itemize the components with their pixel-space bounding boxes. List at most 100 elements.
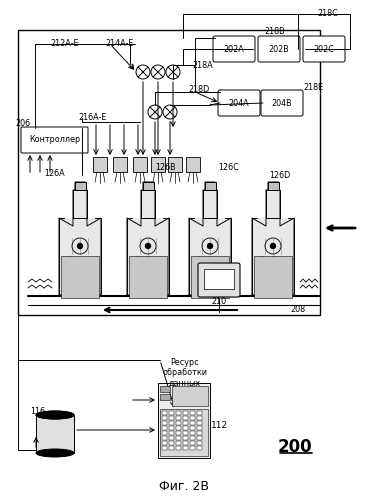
Text: 126C: 126C — [218, 164, 239, 172]
FancyBboxPatch shape — [176, 436, 181, 440]
FancyBboxPatch shape — [183, 446, 188, 450]
FancyBboxPatch shape — [205, 182, 216, 190]
FancyBboxPatch shape — [203, 190, 217, 218]
FancyBboxPatch shape — [162, 411, 167, 414]
FancyBboxPatch shape — [183, 411, 188, 414]
FancyBboxPatch shape — [197, 421, 202, 424]
FancyBboxPatch shape — [169, 421, 174, 424]
FancyBboxPatch shape — [176, 411, 181, 414]
FancyBboxPatch shape — [266, 190, 280, 218]
Circle shape — [77, 244, 83, 248]
FancyBboxPatch shape — [261, 90, 303, 116]
Text: 202B: 202B — [269, 44, 289, 54]
FancyBboxPatch shape — [169, 411, 174, 414]
FancyBboxPatch shape — [158, 383, 210, 458]
Text: 218B: 218B — [264, 26, 284, 36]
FancyBboxPatch shape — [169, 431, 174, 434]
FancyBboxPatch shape — [198, 263, 240, 297]
Text: 214A-E: 214A-E — [105, 40, 133, 48]
FancyBboxPatch shape — [190, 431, 195, 434]
FancyBboxPatch shape — [186, 157, 200, 172]
Text: Контроллер: Контроллер — [29, 136, 80, 144]
FancyBboxPatch shape — [190, 421, 195, 424]
FancyBboxPatch shape — [169, 436, 174, 440]
Text: 218D: 218D — [189, 84, 210, 94]
FancyBboxPatch shape — [197, 446, 202, 450]
Ellipse shape — [36, 411, 74, 419]
FancyBboxPatch shape — [268, 182, 279, 190]
Circle shape — [270, 244, 276, 248]
FancyBboxPatch shape — [197, 426, 202, 430]
Text: 200: 200 — [278, 438, 312, 456]
FancyBboxPatch shape — [21, 127, 88, 153]
Text: 206: 206 — [15, 118, 30, 128]
FancyBboxPatch shape — [183, 431, 188, 434]
FancyBboxPatch shape — [36, 415, 74, 453]
FancyBboxPatch shape — [113, 157, 127, 172]
FancyBboxPatch shape — [252, 218, 294, 295]
FancyBboxPatch shape — [162, 421, 167, 424]
FancyBboxPatch shape — [160, 386, 170, 392]
FancyBboxPatch shape — [190, 411, 195, 414]
Text: Ресурс
обработки
данных: Ресурс обработки данных — [162, 358, 207, 388]
FancyBboxPatch shape — [176, 446, 181, 450]
FancyBboxPatch shape — [162, 436, 167, 440]
FancyBboxPatch shape — [162, 446, 167, 450]
FancyBboxPatch shape — [93, 157, 107, 172]
FancyBboxPatch shape — [190, 436, 195, 440]
FancyBboxPatch shape — [18, 30, 320, 315]
FancyBboxPatch shape — [141, 190, 155, 218]
FancyBboxPatch shape — [183, 441, 188, 444]
FancyBboxPatch shape — [129, 256, 167, 298]
FancyBboxPatch shape — [160, 409, 208, 456]
FancyBboxPatch shape — [189, 218, 231, 295]
FancyBboxPatch shape — [190, 416, 195, 420]
Text: Фиг. 2В: Фиг. 2В — [159, 480, 209, 494]
Text: 126B: 126B — [155, 164, 176, 172]
Circle shape — [207, 244, 213, 248]
Text: 204A: 204A — [229, 98, 249, 108]
FancyBboxPatch shape — [176, 416, 181, 420]
FancyBboxPatch shape — [75, 182, 86, 190]
FancyBboxPatch shape — [176, 441, 181, 444]
Text: 210: 210 — [211, 298, 227, 306]
FancyBboxPatch shape — [176, 421, 181, 424]
FancyBboxPatch shape — [204, 269, 234, 289]
FancyBboxPatch shape — [197, 411, 202, 414]
Text: 116: 116 — [30, 408, 45, 416]
FancyBboxPatch shape — [183, 426, 188, 430]
FancyBboxPatch shape — [190, 426, 195, 430]
FancyBboxPatch shape — [61, 256, 99, 298]
FancyBboxPatch shape — [169, 446, 174, 450]
FancyBboxPatch shape — [143, 182, 154, 190]
Text: 112: 112 — [211, 421, 228, 430]
FancyBboxPatch shape — [133, 157, 147, 172]
Text: 126D: 126D — [269, 170, 290, 179]
Text: 208: 208 — [290, 306, 305, 314]
Text: 218E: 218E — [303, 84, 323, 92]
FancyBboxPatch shape — [197, 441, 202, 444]
FancyBboxPatch shape — [183, 421, 188, 424]
Text: 126A: 126A — [44, 168, 65, 177]
FancyBboxPatch shape — [73, 190, 87, 218]
FancyBboxPatch shape — [162, 431, 167, 434]
FancyBboxPatch shape — [127, 218, 169, 295]
Text: 204B: 204B — [272, 98, 292, 108]
FancyBboxPatch shape — [190, 441, 195, 444]
Text: 216A-E: 216A-E — [78, 114, 106, 122]
FancyBboxPatch shape — [218, 90, 260, 116]
Text: 202C: 202C — [314, 44, 334, 54]
Text: 202A: 202A — [224, 44, 244, 54]
FancyBboxPatch shape — [162, 441, 167, 444]
Circle shape — [145, 244, 151, 248]
FancyBboxPatch shape — [191, 256, 229, 298]
Text: 218C: 218C — [318, 10, 338, 18]
FancyBboxPatch shape — [183, 436, 188, 440]
FancyBboxPatch shape — [197, 436, 202, 440]
FancyBboxPatch shape — [213, 36, 255, 62]
FancyBboxPatch shape — [65, 218, 95, 236]
FancyBboxPatch shape — [162, 416, 167, 420]
FancyBboxPatch shape — [258, 218, 288, 236]
FancyBboxPatch shape — [303, 36, 345, 62]
FancyBboxPatch shape — [258, 36, 300, 62]
